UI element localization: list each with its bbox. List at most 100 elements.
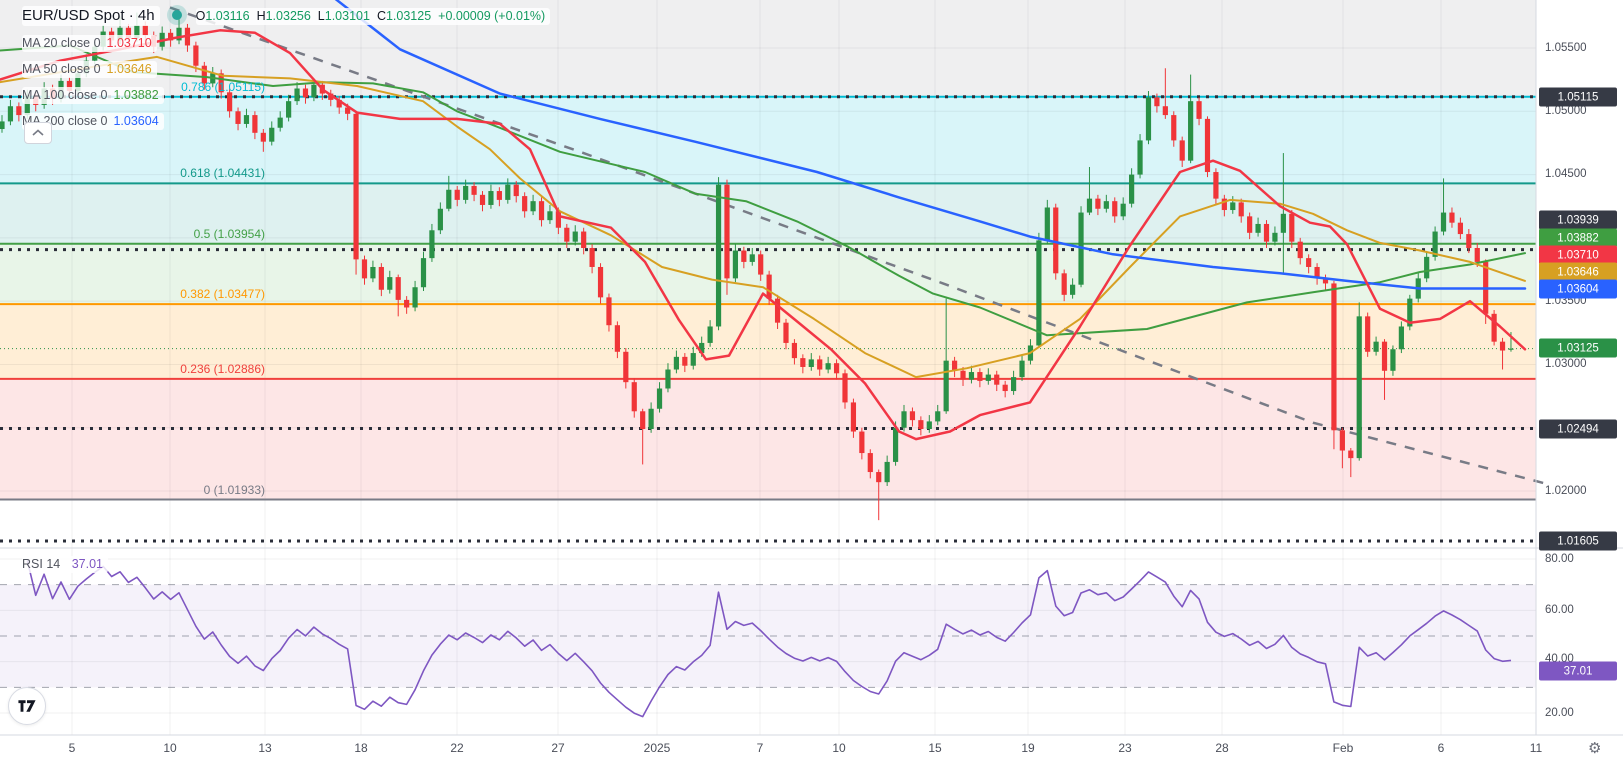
candle-body [1221, 198, 1227, 211]
candle-body [201, 65, 207, 84]
candle-body [1466, 234, 1472, 248]
candle-body [766, 274, 772, 299]
price-axis-badge: 1.03939 [1539, 210, 1617, 230]
chart-legend: EUR/USD Spot · 4h O1.03116 H1.03256 L1.031… [22, 6, 551, 134]
candle-body [842, 373, 848, 403]
candle-body [943, 360, 949, 412]
rsi-legend-row[interactable]: RSI 14 37.01 [22, 556, 108, 573]
ma50-line[interactable] [0, 55, 1526, 379]
high-label: H [256, 9, 266, 23]
candle-body [463, 185, 469, 200]
low-value: 1.03101 [324, 9, 370, 23]
price-axis-badge: 1.02494 [1539, 419, 1617, 439]
candle-body [707, 326, 713, 343]
ma-200-value: 1.03604 [113, 114, 159, 128]
interval-label[interactable]: 4h [137, 7, 155, 24]
time-axis-label: 11 [1529, 741, 1543, 755]
price-axis-badge: 1.03604 [1539, 279, 1617, 299]
ma-100-label: MA 100 close 0 [22, 88, 108, 102]
fib-level-label: 0 (1.01933) [203, 482, 265, 497]
ma-200-legend-row[interactable]: MA 200 close 0 1.03604 [22, 113, 550, 130]
candle-body [1171, 115, 1177, 141]
time-axis-label: 22 [450, 741, 464, 755]
candle-body [1398, 326, 1404, 350]
high-value: 1.03256 [265, 9, 311, 23]
candle-body [286, 101, 292, 118]
candle-body [1196, 101, 1202, 119]
candle-body [960, 370, 966, 380]
candle-body [682, 356, 688, 366]
candle-body [1129, 174, 1135, 204]
candle-body [791, 342, 798, 359]
candle-body [538, 201, 545, 221]
candle-body [24, 96, 30, 116]
tradingview-logo[interactable] [8, 687, 46, 725]
candle-body [1449, 212, 1455, 223]
ma20-line[interactable] [0, 29, 1527, 441]
candle-body [1137, 140, 1143, 175]
candle-body [715, 184, 722, 327]
candle-body [597, 266, 604, 298]
ma-50-legend-row[interactable]: MA 50 close 0 1.03646 [22, 61, 550, 78]
candle-body [1247, 216, 1253, 233]
candle-body [977, 372, 983, 381]
candle-body [1499, 341, 1506, 351]
candle-body [1103, 201, 1109, 209]
tradingview-logo-icon [18, 700, 36, 712]
time-axis-label: 18 [354, 741, 368, 755]
candle-body [370, 266, 376, 279]
candle-body [353, 113, 359, 260]
candle-body [631, 382, 637, 412]
time-axis-label: 6 [1437, 741, 1445, 755]
candle-body [1432, 231, 1438, 257]
ma100-line[interactable] [0, 44, 1526, 337]
fib-level-label: 0.382 (1.03477) [180, 287, 265, 302]
candle-body [404, 299, 410, 308]
price-axis-badge: 1.03125 [1539, 338, 1617, 358]
price-axis-badge: 37.01 [1539, 661, 1617, 681]
candle-body [901, 411, 907, 428]
candle-body [774, 298, 781, 323]
price-axis-badge: 1.03710 [1539, 245, 1617, 265]
ma-50-value: 1.03646 [106, 62, 152, 76]
candle-body [336, 99, 342, 108]
candle-body [1474, 247, 1480, 262]
candle-body [1179, 140, 1185, 161]
candle-body [378, 266, 384, 290]
candle-body [1365, 316, 1371, 352]
candle-body [1314, 266, 1320, 279]
settings-gear-icon[interactable]: ⚙ [1588, 740, 1602, 757]
legend-collapse-button[interactable] [24, 122, 52, 144]
fib-level-label: 0.618 (1.04431) [180, 166, 265, 181]
candle-body [1407, 298, 1413, 327]
candle-body [850, 402, 857, 432]
ma-100-legend-row[interactable]: MA 100 close 0 1.03882 [22, 87, 550, 104]
candle-body [758, 254, 764, 275]
open-label: O [195, 9, 206, 23]
candle-body [1238, 202, 1244, 217]
ma-20-legend-row[interactable]: MA 20 close 0 1.03710 [22, 35, 550, 52]
ma200-line[interactable] [334, 0, 1527, 290]
candle-body [749, 254, 755, 262]
candle-body [269, 127, 275, 142]
candle-body [134, 25, 140, 38]
candle-body [66, 80, 73, 92]
candle-body [892, 427, 899, 462]
price-axis-label: 1.05000 [1545, 105, 1587, 117]
symbol-title-row[interactable]: EUR/USD Spot · 4h O1.03116 H1.03256 L1.031… [22, 6, 551, 26]
time-axis-label: Feb [1332, 741, 1354, 755]
candle-body [125, 27, 132, 38]
candle-body [193, 45, 199, 66]
price-axis-badge: 1.03646 [1539, 262, 1617, 282]
candle-body [1491, 313, 1497, 342]
candle-body [496, 191, 502, 200]
candle-body [420, 258, 427, 288]
candle-body [1061, 273, 1067, 295]
time-axis-label: 5 [68, 741, 76, 755]
fib-band [0, 304, 1536, 379]
time-axis-label: 2025 [643, 741, 671, 755]
rsi-label: RSI [22, 557, 43, 571]
candle-body [1002, 384, 1008, 392]
